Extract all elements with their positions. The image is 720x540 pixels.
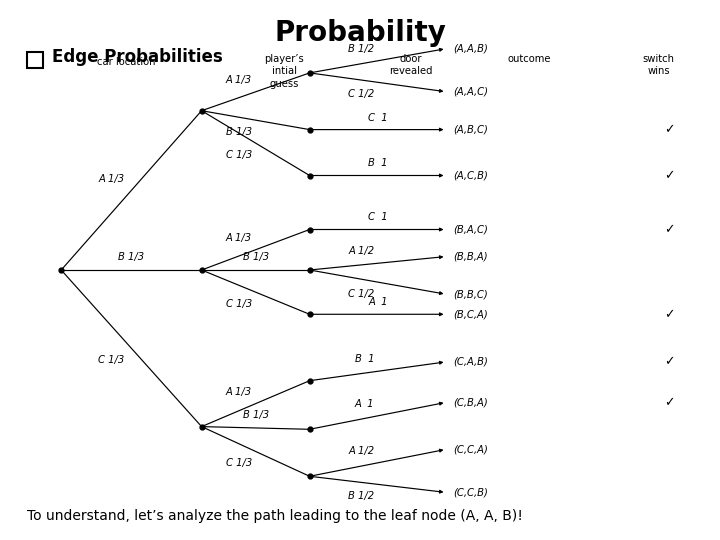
Text: A 1/3: A 1/3 xyxy=(226,387,252,397)
Text: ✓: ✓ xyxy=(665,396,675,409)
Text: A 1/2: A 1/2 xyxy=(348,246,374,256)
Text: Probability: Probability xyxy=(274,19,446,47)
Text: B 1/3: B 1/3 xyxy=(226,126,252,137)
Text: B 1/2: B 1/2 xyxy=(348,491,374,502)
Text: To understand, let’s analyze the path leading to the leaf node (A, A, B)!: To understand, let’s analyze the path le… xyxy=(27,509,523,523)
Text: C 1/3: C 1/3 xyxy=(226,299,252,309)
Text: ✓: ✓ xyxy=(665,169,675,182)
Text: A 1/3: A 1/3 xyxy=(98,174,125,184)
Text: outcome: outcome xyxy=(508,54,551,64)
Text: (B,C,A): (B,C,A) xyxy=(454,309,488,319)
Text: (A,A,B): (A,A,B) xyxy=(454,44,488,53)
Text: ✓: ✓ xyxy=(665,223,675,236)
Text: (B,B,C): (B,B,C) xyxy=(454,289,488,299)
Text: door
revealed: door revealed xyxy=(389,54,432,76)
Text: C 1/3: C 1/3 xyxy=(98,355,125,365)
Text: (A,C,B): (A,C,B) xyxy=(454,171,488,180)
Text: A  1: A 1 xyxy=(355,399,374,409)
Text: B 1/3: B 1/3 xyxy=(243,410,269,420)
Text: C 1/2: C 1/2 xyxy=(348,289,374,299)
Text: (C,A,B): (C,A,B) xyxy=(454,357,488,367)
Text: (A,A,C): (A,A,C) xyxy=(454,87,489,97)
Text: (C,C,A): (C,C,A) xyxy=(454,444,488,454)
Text: C 1/2: C 1/2 xyxy=(348,90,374,99)
Text: A 1/2: A 1/2 xyxy=(348,446,374,456)
Text: C 1/3: C 1/3 xyxy=(226,458,252,468)
Text: B 1/3: B 1/3 xyxy=(243,252,269,262)
Text: B 1/3: B 1/3 xyxy=(118,252,145,262)
Text: ✓: ✓ xyxy=(665,123,675,136)
Text: C 1/3: C 1/3 xyxy=(226,150,252,160)
Text: A 1/3: A 1/3 xyxy=(226,233,252,243)
Text: B  1: B 1 xyxy=(355,354,374,364)
Text: (B,B,A): (B,B,A) xyxy=(454,252,488,261)
Text: Edge Probabilities: Edge Probabilities xyxy=(52,48,222,66)
Text: (B,A,C): (B,A,C) xyxy=(454,225,488,234)
Text: switch
wins: switch wins xyxy=(643,54,675,76)
Text: (C,B,A): (C,B,A) xyxy=(454,397,488,407)
Text: player’s
intial
guess: player’s intial guess xyxy=(264,54,305,89)
Text: C  1: C 1 xyxy=(368,112,388,123)
Text: (C,C,B): (C,C,B) xyxy=(454,488,488,497)
Text: ✓: ✓ xyxy=(665,355,675,368)
Text: (A,B,C): (A,B,C) xyxy=(454,125,488,134)
Text: B 1/2: B 1/2 xyxy=(348,44,374,54)
Text: B  1: B 1 xyxy=(368,158,388,168)
Text: A  1: A 1 xyxy=(368,297,388,307)
Bar xyxy=(27,52,43,68)
Text: A 1/3: A 1/3 xyxy=(226,75,252,85)
Text: ✓: ✓ xyxy=(665,308,675,321)
Text: car location: car location xyxy=(96,57,156,67)
Text: C  1: C 1 xyxy=(368,212,388,222)
